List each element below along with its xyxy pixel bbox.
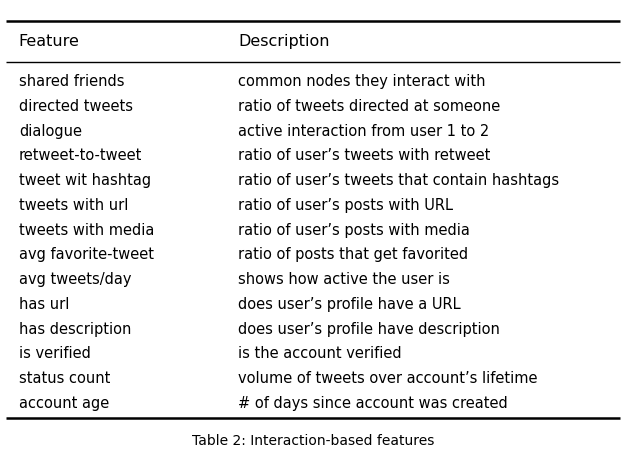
Text: Table 2: Interaction-based features: Table 2: Interaction-based features — [192, 434, 435, 448]
Text: shows how active the user is: shows how active the user is — [238, 272, 450, 287]
Text: ratio of posts that get favorited: ratio of posts that get favorited — [238, 248, 468, 262]
Text: shared friends: shared friends — [19, 74, 124, 89]
Text: directed tweets: directed tweets — [19, 99, 132, 114]
Text: ratio of user’s tweets that contain hashtags: ratio of user’s tweets that contain hash… — [238, 173, 559, 188]
Text: has description: has description — [19, 322, 131, 337]
Text: ratio of tweets directed at someone: ratio of tweets directed at someone — [238, 99, 500, 114]
Text: avg tweets/day: avg tweets/day — [19, 272, 131, 287]
Text: # of days since account was created: # of days since account was created — [238, 396, 508, 411]
Text: volume of tweets over account’s lifetime: volume of tweets over account’s lifetime — [238, 371, 538, 386]
Text: is the account verified: is the account verified — [238, 346, 402, 361]
Text: ratio of user’s posts with URL: ratio of user’s posts with URL — [238, 198, 453, 213]
Text: does user’s profile have a URL: does user’s profile have a URL — [238, 297, 461, 312]
Text: ratio of user’s tweets with retweet: ratio of user’s tweets with retweet — [238, 148, 490, 164]
Text: common nodes they interact with: common nodes they interact with — [238, 74, 486, 89]
Text: retweet-to-tweet: retweet-to-tweet — [19, 148, 142, 164]
Text: avg favorite-tweet: avg favorite-tweet — [19, 248, 154, 262]
Text: Feature: Feature — [19, 34, 79, 49]
Text: account age: account age — [19, 396, 109, 411]
Text: dialogue: dialogue — [19, 124, 82, 139]
Text: status count: status count — [19, 371, 110, 386]
Text: tweet wit hashtag: tweet wit hashtag — [19, 173, 151, 188]
Text: tweets with url: tweets with url — [19, 198, 128, 213]
Text: tweets with media: tweets with media — [19, 223, 154, 237]
Text: does user’s profile have description: does user’s profile have description — [238, 322, 500, 337]
Text: active interaction from user 1 to 2: active interaction from user 1 to 2 — [238, 124, 490, 139]
Text: ratio of user’s posts with media: ratio of user’s posts with media — [238, 223, 470, 237]
Text: has url: has url — [19, 297, 69, 312]
Text: is verified: is verified — [19, 346, 91, 361]
Text: Description: Description — [238, 34, 330, 49]
